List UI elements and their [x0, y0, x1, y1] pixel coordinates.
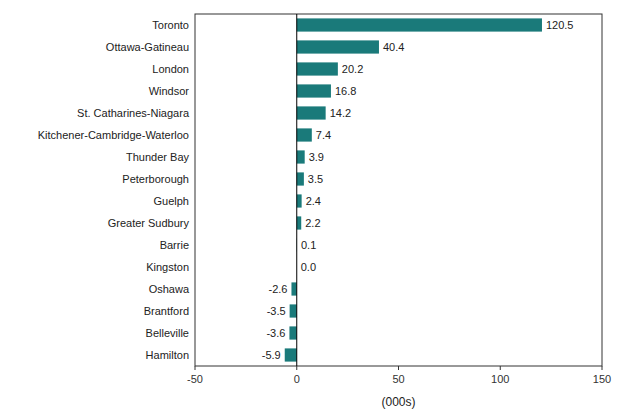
data-label: 7.4 — [316, 129, 331, 141]
data-label: 3.5 — [308, 173, 323, 185]
bar — [297, 40, 379, 53]
background — [0, 0, 624, 418]
tick-mark — [195, 366, 196, 370]
axis-label: (000s) — [381, 395, 415, 409]
tick-mark — [500, 366, 501, 370]
tick-mark — [296, 366, 297, 370]
bar — [297, 128, 312, 141]
category-label: Greater Sudbury — [108, 217, 190, 229]
tick-mark — [398, 366, 399, 370]
zero-line — [296, 14, 297, 366]
category-label: Peterborough — [122, 173, 189, 185]
chart-container: -50 0 50 100 150 (000s) Toronto Ottawa-Gatineau… — [0, 0, 624, 418]
bar — [285, 348, 297, 361]
data-label: 14.2 — [330, 107, 351, 119]
tick-label: -50 — [187, 373, 203, 385]
data-label: 0.0 — [301, 261, 316, 273]
data-label: 20.2 — [342, 63, 363, 75]
data-label: 3.9 — [309, 151, 324, 163]
data-label: 2.2 — [305, 217, 320, 229]
data-label: 40.4 — [383, 41, 404, 53]
category-label: St. Catharines-Niagara — [77, 107, 190, 119]
bar — [297, 194, 302, 207]
category-label: Hamilton — [146, 349, 189, 361]
bar — [297, 84, 331, 97]
category-label: Brantford — [144, 305, 189, 317]
data-label: -3.6 — [266, 327, 285, 339]
tick-mark — [602, 366, 603, 370]
category-label: Kingston — [146, 261, 189, 273]
tick-label: 150 — [593, 373, 611, 385]
data-label: -3.5 — [267, 305, 286, 317]
category-label: Thunder Bay — [126, 151, 189, 163]
data-label: 2.4 — [306, 195, 321, 207]
bar — [291, 282, 296, 295]
bar — [297, 18, 542, 31]
chart: -50 0 50 100 150 (000s) Toronto Ottawa-Gatineau… — [0, 0, 624, 418]
category-label: Guelph — [154, 195, 189, 207]
tick-label: 100 — [491, 373, 509, 385]
bar — [289, 326, 296, 339]
plot-frame — [195, 14, 602, 366]
category-label: Kitchener-Cambridge-Waterloo — [38, 129, 189, 141]
category-label: Oshawa — [149, 283, 190, 295]
bar — [297, 62, 338, 75]
category-label: Ottawa-Gatineau — [106, 41, 189, 53]
bar — [297, 172, 304, 185]
bars — [285, 18, 542, 361]
data-label: 16.8 — [335, 85, 356, 97]
tick-label: 0 — [294, 373, 300, 385]
data-label: 120.5 — [546, 19, 574, 31]
bar — [297, 216, 301, 229]
category-label: Barrie — [160, 239, 189, 251]
category-label: Windsor — [149, 85, 190, 97]
data-label: -2.6 — [268, 283, 287, 295]
bar — [290, 304, 297, 317]
data-label: -5.9 — [262, 349, 281, 361]
bar — [297, 106, 326, 119]
category-label: London — [152, 63, 189, 75]
category-label: Belleville — [146, 327, 189, 339]
category-label: Toronto — [152, 19, 189, 31]
tick-label: 50 — [392, 373, 404, 385]
data-label: 0.1 — [301, 239, 316, 251]
bar — [297, 150, 305, 163]
